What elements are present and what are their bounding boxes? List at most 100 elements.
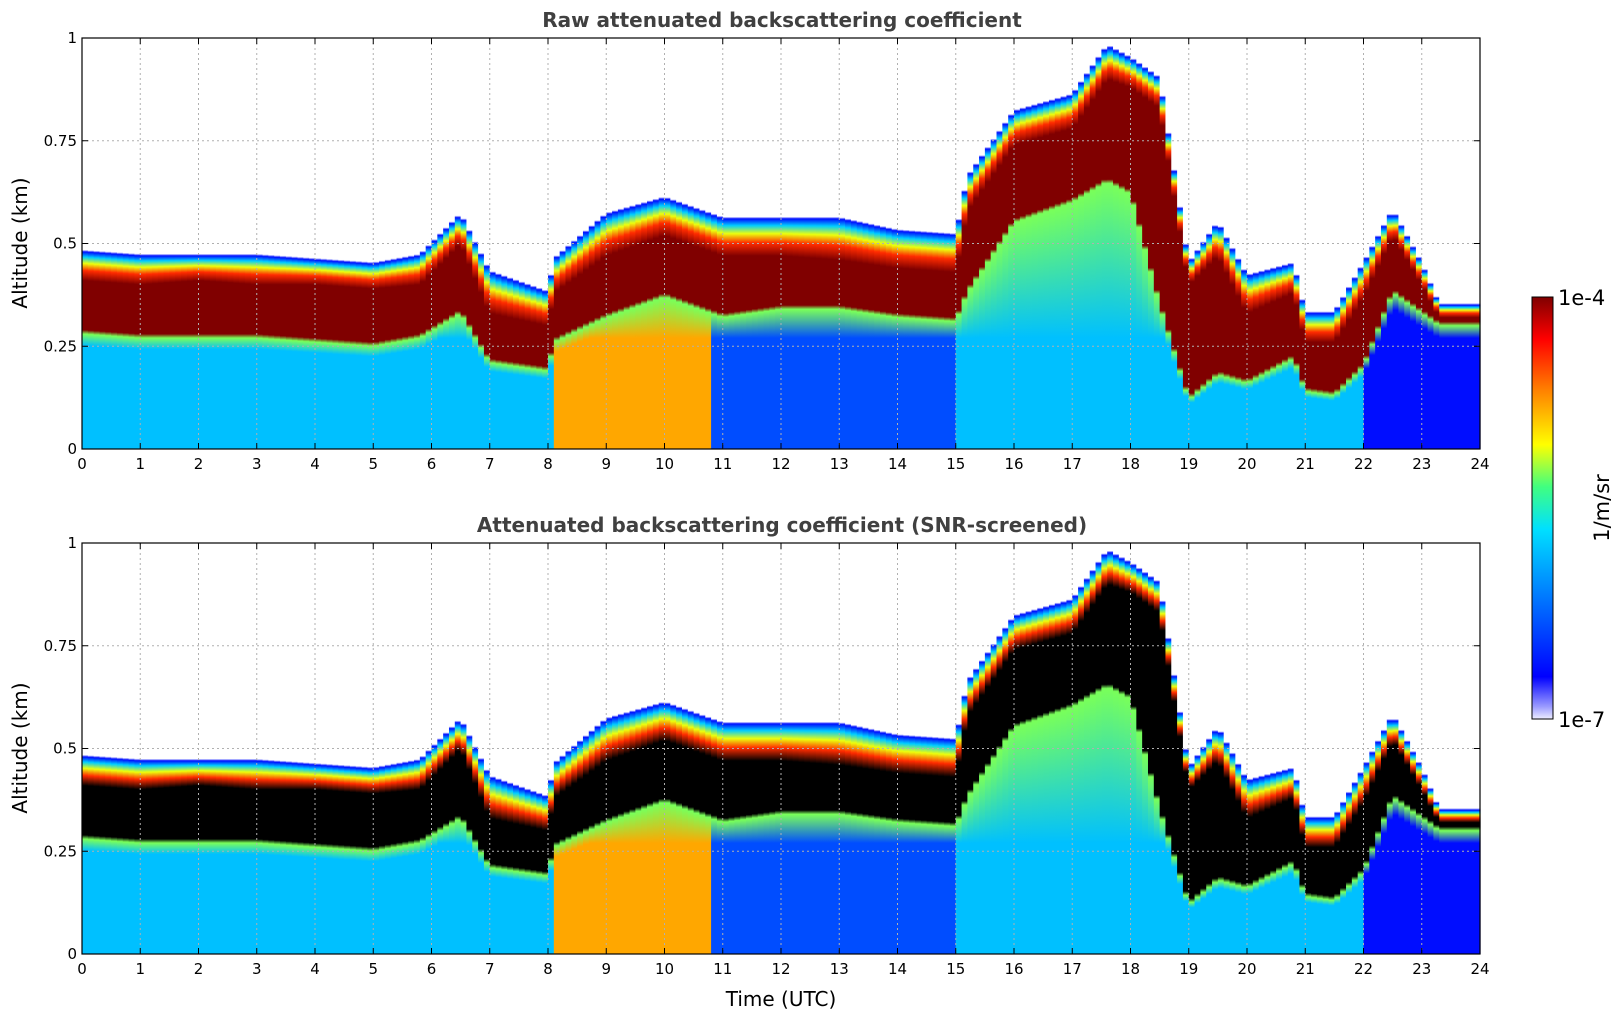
- heatmap-column: [111, 543, 118, 954]
- heatmap-column: [1008, 543, 1015, 954]
- heatmap-column: [1456, 38, 1464, 449]
- heatmap-column: [868, 543, 875, 954]
- heatmap-column: [1386, 543, 1394, 954]
- heatmap-column: [163, 543, 170, 954]
- x-tick-label: 14: [888, 960, 907, 978]
- heatmap-column: [303, 543, 310, 954]
- heatmap-column: [1147, 543, 1155, 954]
- x-tick-label: 14: [888, 455, 907, 473]
- heatmap-column: [571, 38, 578, 449]
- heatmap-column: [1072, 543, 1079, 954]
- raw-panel-title: Raw attenuated backscattering coefficien…: [542, 8, 1022, 32]
- x-tick-label: 4: [310, 455, 320, 473]
- x-tick-label: 6: [427, 960, 437, 978]
- heatmap-column: [582, 543, 590, 954]
- heatmap-column: [1351, 543, 1359, 954]
- heatmap-column: [291, 543, 299, 954]
- heatmap-column: [1212, 38, 1219, 449]
- heatmap-column: [850, 38, 858, 449]
- x-tick-label: 9: [601, 455, 611, 473]
- heatmap-column: [443, 543, 450, 954]
- heatmap-column: [431, 543, 438, 954]
- heatmap-column: [606, 38, 613, 449]
- heatmap-column: [577, 543, 584, 954]
- x-tick-label: 24: [1470, 960, 1489, 978]
- heatmap-column: [1357, 38, 1365, 449]
- heatmap-column: [1078, 543, 1085, 954]
- x-tick-label: 17: [1063, 455, 1082, 473]
- heatmap-column: [1031, 38, 1038, 449]
- heatmap-column: [1008, 38, 1015, 449]
- x-tick-label: 10: [655, 960, 674, 978]
- heatmap-column: [1316, 543, 1324, 954]
- x-tick-label: 2: [194, 455, 204, 473]
- heatmap-column: [1113, 38, 1120, 449]
- heatmap-column: [821, 543, 829, 954]
- heatmap-column: [1415, 38, 1423, 449]
- heatmap-column: [716, 543, 724, 954]
- heatmap-column: [746, 38, 753, 449]
- heatmap-column: [1468, 38, 1475, 449]
- heatmap-column: [1346, 543, 1353, 954]
- heatmap-column: [1456, 543, 1464, 954]
- heatmap-column: [1346, 38, 1353, 449]
- x-tick-label: 19: [1179, 455, 1198, 473]
- heatmap-column: [1043, 543, 1050, 954]
- heatmap-column: [262, 38, 269, 449]
- heatmap-column: [617, 543, 625, 954]
- x-tick-label: 2: [194, 960, 204, 978]
- heatmap-column: [466, 38, 473, 449]
- heatmap-column: [256, 543, 264, 954]
- x-tick-label: 4: [310, 960, 320, 978]
- x-tick-label: 3: [252, 960, 262, 978]
- heatmap-column: [1427, 543, 1434, 954]
- heatmap-column: [297, 543, 304, 954]
- x-tick-label: 1: [135, 455, 145, 473]
- heatmap-column: [728, 38, 735, 449]
- heatmap-column: [1276, 543, 1283, 954]
- heatmap-column: [856, 38, 864, 449]
- heatmap-column: [1258, 38, 1266, 449]
- heatmap-column: [920, 38, 928, 449]
- heatmap-column: [1247, 543, 1254, 954]
- screened-y-axis-label: Altitude (km): [8, 682, 32, 813]
- heatmap-column: [582, 38, 590, 449]
- x-tick-label: 7: [485, 455, 495, 473]
- heatmap-column: [833, 543, 840, 954]
- heatmap-column: [687, 543, 695, 954]
- heatmap-column: [815, 543, 823, 954]
- heatmap-column: [1212, 543, 1219, 954]
- heatmap-column: [1392, 543, 1400, 954]
- heatmap-column: [285, 38, 293, 449]
- x-tick-label: 20: [1237, 455, 1256, 473]
- heatmap-column: [1293, 543, 1301, 954]
- heatmap-column: [681, 543, 689, 954]
- heatmap-column: [320, 543, 328, 954]
- heatmap-column: [408, 38, 415, 449]
- x-tick-label: 13: [830, 960, 849, 978]
- heatmap-column: [751, 543, 759, 954]
- heatmap-column: [938, 543, 945, 954]
- x-tick-label: 24: [1470, 455, 1489, 473]
- heatmap-column: [658, 543, 666, 954]
- heatmap-column: [1002, 38, 1009, 449]
- heatmap-column: [297, 38, 304, 449]
- heatmap-column: [862, 38, 869, 449]
- heatmap-column: [862, 543, 869, 954]
- heatmap-column: [722, 38, 730, 449]
- heatmap-column: [262, 543, 269, 954]
- heatmap-column: [1427, 38, 1434, 449]
- heatmap-column: [233, 38, 240, 449]
- heatmap-column: [961, 543, 968, 954]
- heatmap-column: [1311, 543, 1318, 954]
- heatmap-column: [1247, 38, 1254, 449]
- heatmap-column: [693, 38, 701, 449]
- heatmap-column: [501, 543, 508, 954]
- heatmap-column: [1258, 543, 1266, 954]
- heatmap-column: [93, 38, 101, 449]
- heatmap-column: [146, 38, 153, 449]
- heatmap-column: [617, 38, 625, 449]
- heatmap-column: [856, 543, 864, 954]
- heatmap-column: [1182, 543, 1190, 954]
- x-tick-label: 1: [135, 960, 145, 978]
